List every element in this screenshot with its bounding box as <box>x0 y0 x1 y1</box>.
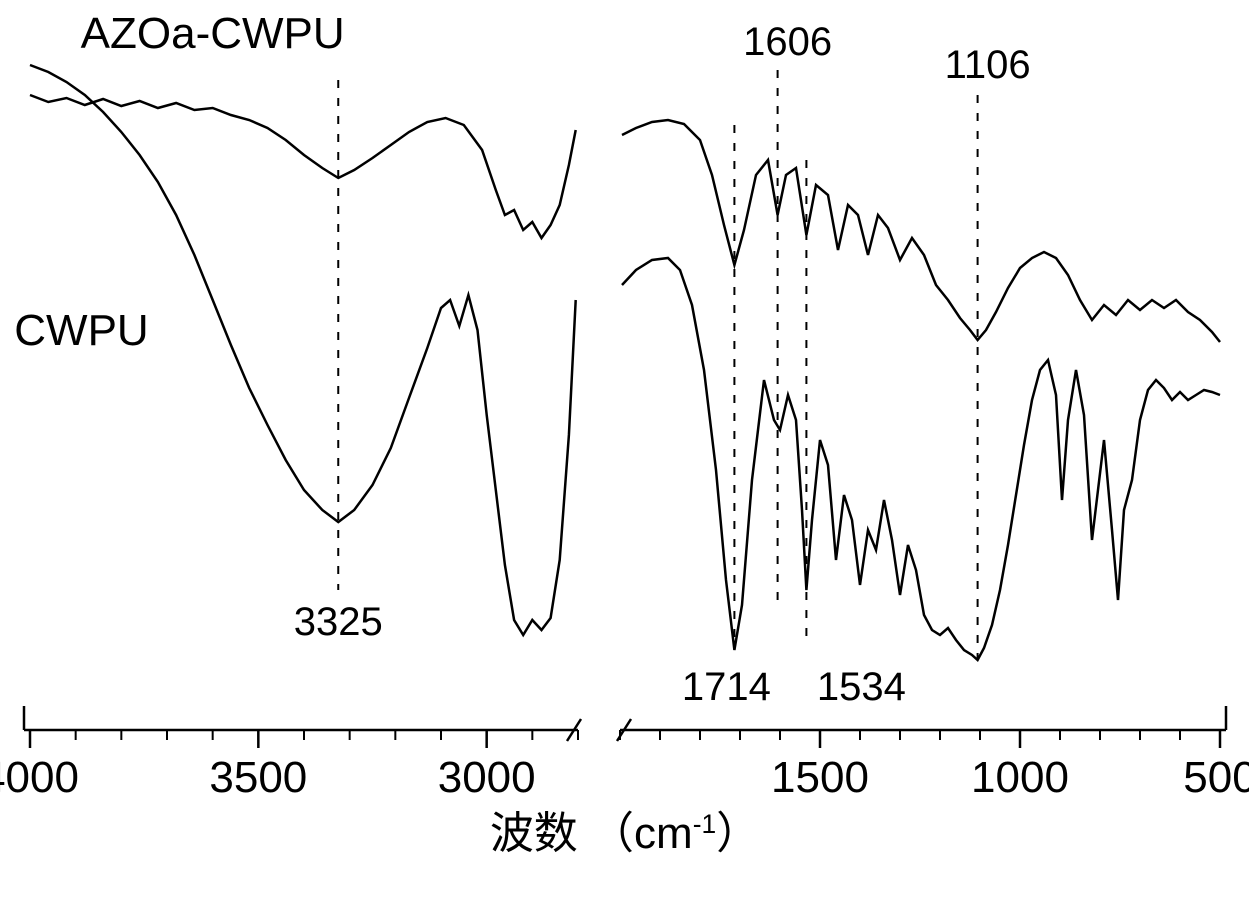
series-label-lower: CWPU <box>14 306 148 355</box>
tick-label-4000: 4000 <box>0 753 79 802</box>
peak-label-1106: 1106 <box>945 43 1031 87</box>
tick-label-3000: 3000 <box>438 753 536 802</box>
peak-label-3325: 3325 <box>294 600 383 644</box>
series-label-upper: AZOa-CWPU <box>81 9 345 58</box>
tick-label-3500: 3500 <box>209 753 307 802</box>
peak-label-1606: 1606 <box>743 20 832 64</box>
x-axis-title: 波数 （cm-1） <box>490 809 760 858</box>
peak-label-1534: 1534 <box>817 665 906 709</box>
tick-label-500: 500 <box>1183 753 1249 802</box>
chart-svg: 4000 3500 3000 1500 1000 500 波数 （cm-1） AZOa-CWP… <box>0 0 1249 899</box>
tick-label-1500: 1500 <box>771 753 869 802</box>
peak-label-1714: 1714 <box>682 665 771 709</box>
figure-root: 4000 3500 3000 1500 1000 500 波数 （cm-1） AZOa-CWP… <box>0 0 1249 899</box>
tick-label-1000: 1000 <box>971 753 1069 802</box>
